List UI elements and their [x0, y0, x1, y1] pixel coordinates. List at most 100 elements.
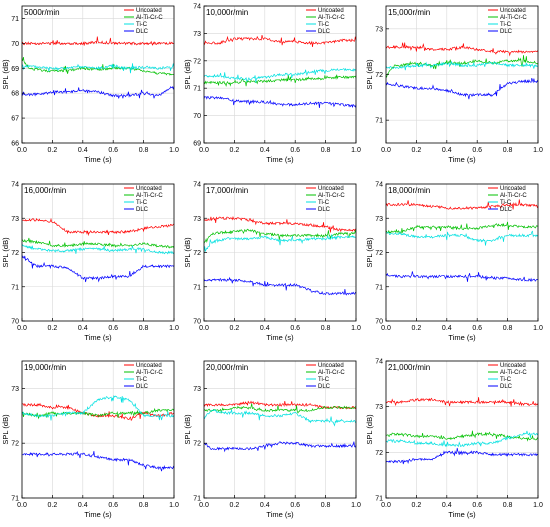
y-tick-label: 71: [193, 284, 201, 291]
y-tick-label: 73: [375, 404, 383, 411]
y-axis-label: SPL (dB): [365, 414, 374, 445]
x-tick-label: 0.8: [139, 325, 149, 332]
x-tick-label: 0.2: [230, 502, 240, 509]
y-tick-label: 72: [375, 250, 383, 257]
x-tick-label: 0.4: [78, 147, 88, 154]
x-tick-label: 0.8: [139, 502, 149, 509]
y-axis-label: SPL (dB): [1, 59, 10, 90]
legend-entry: Uncoated: [318, 363, 344, 369]
chart-title: 20,000r/min: [206, 363, 248, 372]
y-tick-label: 71: [193, 496, 201, 503]
x-tick-label: 0.6: [108, 502, 118, 509]
x-tick-label: 0.4: [442, 147, 452, 154]
series-line-dlc: [21, 450, 175, 472]
y-tick-label: 72: [11, 441, 19, 448]
x-tick-label: 1.0: [169, 147, 179, 154]
legend-entry: Ti-C: [136, 200, 148, 206]
series-line-al-ti-cr-c: [21, 407, 175, 420]
x-tick-label: 0.2: [412, 325, 422, 332]
legend-entry: Uncoated: [318, 8, 344, 14]
x-tick-label: 0.4: [442, 502, 452, 509]
series-line-dlc: [203, 441, 357, 453]
y-tick-label: 73: [375, 26, 383, 33]
chart-panel-8: 0.0 0.2 0.4 0.6 0.8 1.0 71 72 73 Time (s) SPL (dB)…: [183, 360, 361, 519]
series-line-dlc: [203, 95, 357, 108]
x-tick-label: 0.6: [472, 502, 482, 509]
y-axis-label: SPL (dB): [1, 414, 10, 445]
series-line-al-ti-cr-c: [21, 57, 175, 76]
legend-entry: Al-Ti-Cr-C: [136, 370, 163, 376]
x-tick-label: 0.0: [381, 325, 391, 332]
legend-entry: DLC: [500, 29, 513, 35]
chart-panel-1: 0.0 0.2 0.4 0.6 0.8 1.0 66 67 68 69 70 71 Time (s) SP…: [1, 5, 179, 164]
legend-entry: Uncoated: [136, 8, 162, 14]
x-tick-label: 0.6: [290, 325, 300, 332]
legend-entry: DLC: [318, 384, 331, 390]
y-tick-label: 74: [193, 4, 201, 11]
x-tick-label: 1.0: [533, 502, 543, 509]
series-line-dlc: [21, 85, 175, 99]
y-tick-label: 73: [375, 216, 383, 223]
x-axis-label: Time (s): [84, 333, 112, 342]
plot-frame: [203, 5, 357, 144]
x-axis-label: Time (s): [448, 333, 476, 342]
x-tick-label: 0.8: [503, 325, 513, 332]
legend-entry: DLC: [500, 384, 513, 390]
series-line-ti-c: [21, 63, 175, 74]
chart-title: 21,000r/min: [388, 363, 430, 372]
y-tick-label: 74: [375, 359, 383, 366]
y-axis-label: SPL (dB): [183, 59, 192, 90]
y-tick-label: 71: [375, 284, 383, 291]
legend-entry: Ti-C: [500, 200, 512, 206]
x-tick-label: 0.0: [17, 502, 27, 509]
y-tick-label: 72: [193, 58, 201, 65]
legend-entry: Al-Ti-Cr-C: [136, 15, 163, 21]
series-line-uncoated: [203, 216, 357, 233]
series-line-uncoated: [385, 397, 539, 407]
series-line-ti-c: [385, 60, 539, 71]
legend-entry: Al-Ti-Cr-C: [500, 193, 527, 199]
y-tick-label: 70: [375, 319, 383, 326]
series-line-dlc: [385, 271, 539, 282]
x-tick-label: 0.6: [472, 325, 482, 332]
x-tick-label: 0.8: [503, 147, 513, 154]
series-line-uncoated: [385, 42, 539, 57]
y-tick-label: 70: [193, 319, 201, 326]
legend-entry: DLC: [136, 29, 149, 35]
y-tick-label: 72: [193, 250, 201, 257]
y-tick-label: 73: [193, 216, 201, 223]
x-tick-label: 1.0: [169, 325, 179, 332]
x-axis-label: Time (s): [266, 333, 294, 342]
legend-entry: Ti-C: [136, 22, 148, 28]
x-tick-label: 0.2: [230, 147, 240, 154]
chart-title: 10,000r/min: [206, 8, 248, 17]
series-line-ti-c: [203, 67, 357, 83]
x-tick-label: 0.4: [260, 502, 270, 509]
legend-entry: Ti-C: [318, 22, 330, 28]
chart-title: 16,000r/min: [24, 186, 66, 195]
x-tick-label: 0.6: [290, 502, 300, 509]
x-tick-label: 0.0: [17, 147, 27, 154]
chart-panel-2: 0.0 0.2 0.4 0.6 0.8 1.0 69 70 71 72 73 74 Time (s) SP…: [183, 4, 361, 165]
x-axis-label: Time (s): [448, 510, 476, 519]
series-line-uncoated: [21, 36, 175, 46]
legend-entry: DLC: [318, 207, 331, 213]
legend-entry: Uncoated: [500, 363, 526, 369]
series-line-dlc: [385, 447, 539, 465]
legend-entry: Ti-C: [500, 22, 512, 28]
x-tick-label: 1.0: [533, 147, 543, 154]
x-tick-label: 0.0: [199, 147, 209, 154]
x-tick-label: 0.2: [412, 502, 422, 509]
series-line-uncoated: [21, 217, 175, 237]
plot-frame: [21, 5, 175, 144]
series-line-ti-c: [21, 244, 175, 255]
y-tick-label: 74: [375, 182, 383, 189]
y-tick-label: 72: [375, 72, 383, 79]
legend-entry: Ti-C: [318, 377, 330, 383]
y-tick-label: 71: [11, 16, 19, 23]
x-axis-label: Time (s): [84, 510, 112, 519]
legend-entry: Al-Ti-Cr-C: [500, 370, 527, 376]
y-tick-label: 72: [11, 250, 19, 257]
x-tick-label: 0.4: [260, 147, 270, 154]
legend-entry: Al-Ti-Cr-C: [318, 370, 345, 376]
